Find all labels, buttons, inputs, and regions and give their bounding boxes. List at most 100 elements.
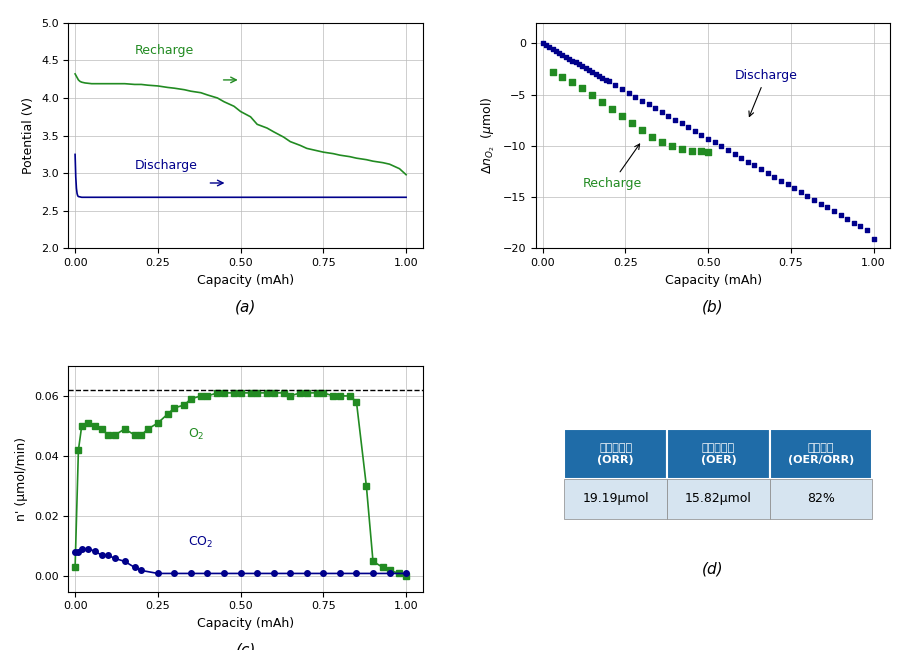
Point	[559, 51, 573, 62]
Point	[665, 140, 679, 151]
Point	[667, 114, 682, 125]
Point	[539, 40, 553, 51]
Text: (b): (b)	[702, 300, 724, 315]
Point	[853, 221, 867, 231]
Text: Discharge: Discharge	[135, 159, 197, 172]
Text: Recharge: Recharge	[582, 144, 642, 190]
Point	[787, 183, 802, 194]
Point	[701, 133, 716, 144]
Text: 15.82μmol: 15.82μmol	[685, 493, 751, 506]
Bar	[564, 429, 667, 478]
Point	[734, 153, 749, 163]
Point	[622, 88, 636, 98]
Text: 산소소모량
(ORR): 산소소모량 (ORR)	[597, 443, 634, 465]
Point	[595, 72, 610, 83]
Point	[585, 67, 600, 77]
Point	[655, 136, 669, 147]
Text: (c): (c)	[236, 643, 256, 650]
Point	[635, 125, 649, 136]
Point	[641, 99, 656, 109]
Point	[551, 47, 566, 58]
Bar	[667, 478, 770, 519]
Point	[569, 57, 583, 68]
Point	[542, 42, 557, 52]
Point	[675, 144, 689, 154]
Text: (a): (a)	[235, 300, 257, 315]
Point	[866, 234, 881, 244]
Point	[708, 137, 722, 148]
Point	[575, 61, 590, 72]
Point	[555, 49, 570, 60]
Point	[846, 217, 861, 228]
Point	[813, 198, 828, 209]
Point	[608, 80, 623, 90]
Y-axis label: n' (μmol/min): n' (μmol/min)	[16, 437, 28, 521]
Bar	[564, 478, 667, 519]
Point	[728, 149, 742, 159]
Y-axis label: $\Delta n_{O_2}$  ($\mu$mol): $\Delta n_{O_2}$ ($\mu$mol)	[479, 97, 498, 174]
Text: 산소효율
(OER/ORR): 산소효율 (OER/ORR)	[788, 443, 855, 465]
Text: CO$_2$: CO$_2$	[188, 536, 213, 551]
Point	[860, 225, 875, 235]
Point	[588, 69, 603, 79]
Point	[840, 214, 855, 224]
Text: 19.19μmol: 19.19μmol	[582, 493, 649, 506]
Text: Discharge: Discharge	[735, 69, 797, 116]
Point	[635, 96, 649, 106]
Point	[578, 63, 593, 73]
Point	[655, 107, 669, 117]
Point	[604, 104, 619, 114]
Point	[575, 83, 590, 94]
Point	[545, 67, 560, 77]
Point	[565, 55, 580, 66]
Point	[624, 118, 639, 129]
Point	[602, 76, 616, 86]
Point	[820, 202, 834, 213]
Text: 산소생성량
(OER): 산소생성량 (OER)	[700, 443, 736, 465]
Point	[694, 130, 708, 140]
Point	[767, 172, 782, 182]
Bar	[770, 429, 873, 478]
Point	[675, 118, 689, 129]
Point	[793, 187, 808, 197]
Point	[694, 146, 708, 157]
Point	[565, 77, 580, 88]
Point	[800, 190, 814, 201]
Point	[555, 72, 570, 83]
Point	[592, 71, 606, 81]
Point	[661, 111, 676, 121]
Point	[747, 160, 761, 170]
Point	[628, 92, 643, 102]
Y-axis label: Potential (V): Potential (V)	[23, 97, 36, 174]
Point	[549, 46, 563, 56]
Point	[826, 206, 841, 216]
Point	[545, 44, 560, 54]
Point	[614, 84, 629, 94]
Point	[614, 111, 629, 122]
Point	[598, 74, 613, 85]
Point	[807, 194, 822, 205]
Text: 82%: 82%	[807, 493, 835, 506]
Point	[681, 122, 696, 133]
Point	[648, 103, 663, 113]
Point	[714, 141, 729, 151]
Point	[645, 131, 659, 142]
Text: Recharge: Recharge	[135, 44, 194, 57]
Point	[687, 126, 702, 136]
X-axis label: Capacity (mAh): Capacity (mAh)	[197, 274, 294, 287]
Point	[834, 210, 848, 220]
Text: O$_2$: O$_2$	[188, 427, 205, 442]
Point	[761, 168, 775, 178]
Text: (d): (d)	[702, 562, 724, 577]
Bar	[770, 478, 873, 519]
Point	[585, 89, 600, 99]
Point	[773, 176, 788, 186]
Bar	[667, 429, 770, 478]
Point	[781, 179, 795, 190]
Point	[561, 53, 576, 64]
X-axis label: Capacity (mAh): Capacity (mAh)	[197, 617, 294, 630]
Point	[572, 59, 586, 70]
X-axis label: Capacity (mAh): Capacity (mAh)	[665, 274, 761, 287]
Point	[720, 145, 735, 155]
Point	[754, 164, 769, 174]
